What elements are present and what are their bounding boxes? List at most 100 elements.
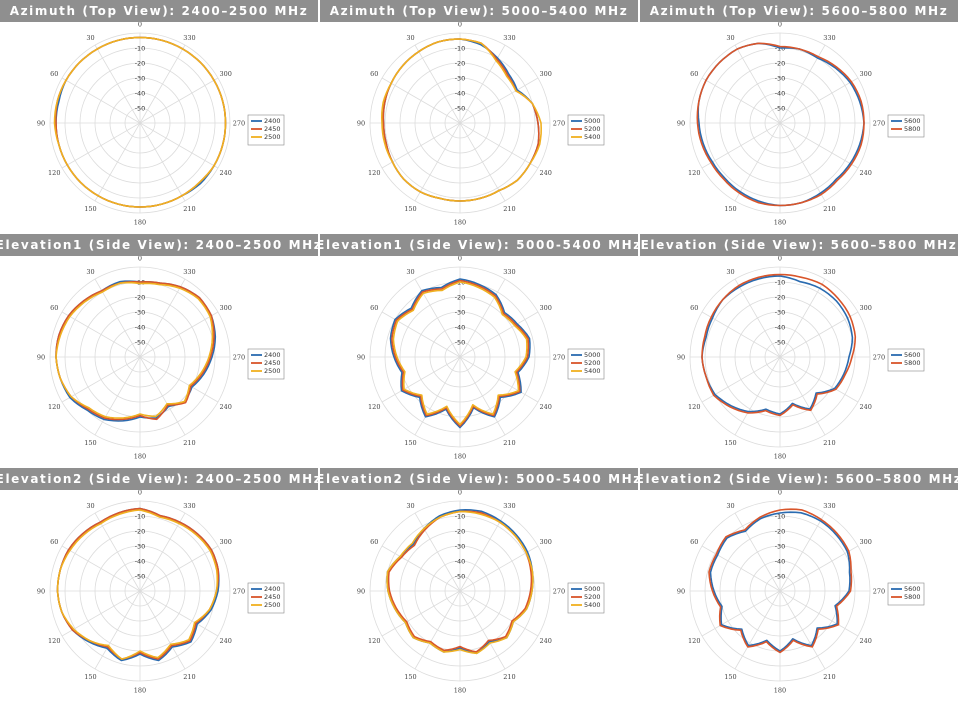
radial-tick-label: -40 (455, 558, 466, 566)
series-line-5800 (708, 508, 853, 654)
radial-tick-label: -10 (775, 279, 786, 287)
angle-tick-label: 90 (37, 120, 45, 128)
angle-tick-label: 150 (404, 673, 416, 681)
legend-entry: 5800 (904, 125, 921, 133)
angle-tick-label: 180 (774, 687, 786, 695)
angle-tick-label: 330 (823, 34, 835, 42)
series-line-2450 (55, 280, 215, 421)
angle-tick-label: 150 (724, 205, 736, 213)
angle-tick-label: 30 (86, 268, 94, 276)
polar-grid-spoke (459, 77, 539, 124)
polar-grid-spoke (701, 77, 781, 124)
series-line-2500 (53, 36, 227, 208)
polar-grid-spoke (139, 545, 219, 592)
polar-grid-spoke (459, 356, 506, 436)
angle-tick-label: 120 (48, 637, 60, 645)
series-line-2450 (56, 507, 220, 660)
radial-tick-label: -50 (455, 339, 466, 347)
angle-tick-label: 210 (183, 439, 195, 447)
polar-grid-spoke (414, 356, 461, 436)
radial-tick-label: -30 (135, 543, 146, 551)
radial-tick-label: -50 (135, 339, 146, 347)
polar-grid-spoke (94, 44, 141, 124)
angle-tick-label: 120 (48, 169, 60, 177)
polar-grid-spoke (701, 590, 781, 637)
legend-entry: 5800 (904, 359, 921, 367)
polar-grid-spoke (779, 590, 859, 637)
polar-grid-spoke (459, 545, 539, 592)
polar-grid-spoke (701, 545, 781, 592)
radial-tick-label: -20 (775, 294, 786, 302)
polar-grid-spoke (94, 590, 141, 670)
angle-tick-label: 240 (860, 169, 872, 177)
angle-tick-label: 330 (503, 34, 515, 42)
angle-tick-label: 270 (233, 120, 245, 128)
angle-tick-label: 0 (138, 21, 142, 29)
polar-grid-spoke (61, 122, 141, 169)
angle-tick-label: 60 (370, 304, 378, 312)
polar-chart-panel: 0 30 60 90 120 150 180 210 240 270 300 330 -10 -20 -30… (0, 234, 320, 468)
series-line-5600 (709, 511, 851, 652)
angle-tick-label: 60 (50, 70, 58, 78)
polar-grid-spoke (139, 122, 219, 169)
angle-tick-label: 150 (724, 673, 736, 681)
series-line-5800 (701, 273, 857, 417)
angle-tick-label: 180 (774, 453, 786, 461)
legend-entry: 2450 (264, 125, 281, 133)
polar-grid-spoke (779, 590, 826, 670)
polar-grid-spoke (734, 512, 781, 592)
radial-tick-label: -40 (775, 324, 786, 332)
angle-tick-label: 30 (406, 502, 414, 510)
legend-entry: 2500 (264, 133, 281, 141)
radial-tick-label: -40 (135, 324, 146, 332)
polar-grid-spoke (779, 545, 859, 592)
angle-tick-label: 150 (84, 439, 96, 447)
series-line-5600 (701, 275, 854, 415)
legend-entry: 5800 (904, 593, 921, 601)
series-line-5000 (389, 278, 531, 429)
radial-tick-label: -50 (135, 105, 146, 113)
radial-tick-label: -20 (775, 528, 786, 536)
polar-grid-spoke (459, 278, 506, 358)
angle-tick-label: 270 (233, 588, 245, 596)
angle-tick-label: 300 (540, 70, 552, 78)
legend-box (567, 348, 605, 380)
angle-tick-label: 270 (553, 588, 565, 596)
angle-tick-label: 30 (406, 268, 414, 276)
angle-tick-label: 240 (860, 637, 872, 645)
polar-grid-spoke (734, 278, 781, 358)
chart-title: Elevation2 (Side View): 5000-5400 MHz (320, 468, 638, 490)
angle-tick-label: 0 (138, 255, 142, 263)
angle-tick-label: 240 (220, 403, 232, 411)
angle-tick-label: 180 (774, 219, 786, 227)
angle-tick-label: 330 (503, 268, 515, 276)
angle-tick-label: 300 (220, 304, 232, 312)
angle-tick-label: 180 (454, 453, 466, 461)
radial-tick-label: -40 (775, 558, 786, 566)
polar-plot: 0306090120150180210240270300330-10-20-30… (357, 21, 605, 227)
radial-tick-label: -10 (455, 45, 466, 53)
polar-grid-spoke (459, 122, 539, 169)
radial-tick-label: -50 (455, 573, 466, 581)
legend-entry: 2400 (264, 351, 281, 359)
angle-tick-label: 30 (726, 268, 734, 276)
polar-plot: 0306090120150180210240270300330-10-20-30… (357, 489, 605, 695)
angle-tick-label: 180 (454, 687, 466, 695)
chart-title: Azimuth (Top View): 5600–5800 MHz (640, 0, 958, 22)
radial-tick-label: -10 (455, 513, 466, 521)
polar-plot: 0306090120150180210240270300330-10-20-30… (677, 489, 925, 695)
polar-grid-spoke (139, 590, 219, 637)
polar-plot: 0306090120150180210240270300330-10-20-30… (357, 255, 605, 461)
series-line-5400 (380, 38, 542, 202)
angle-tick-label: 120 (688, 169, 700, 177)
polar-grid-spoke (459, 122, 506, 202)
legend-entry: 2500 (264, 601, 281, 609)
legend-entry: 5400 (584, 367, 601, 375)
angle-tick-label: 240 (220, 637, 232, 645)
angle-tick-label: 330 (183, 268, 195, 276)
radial-tick-label: -30 (775, 75, 786, 83)
polar-plot: 0306090120150180210240270300330-10-20-30… (37, 489, 285, 695)
